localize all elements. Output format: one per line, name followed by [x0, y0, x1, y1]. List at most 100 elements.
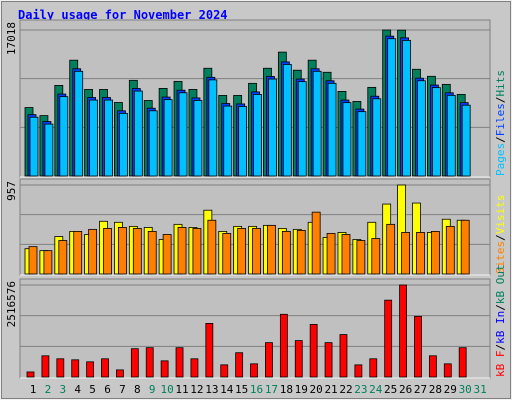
x-tick-label: 28 — [429, 383, 442, 396]
y-tick-label: 957 — [5, 181, 18, 201]
bar — [414, 315, 422, 378]
bar — [103, 228, 112, 275]
bar — [356, 240, 366, 275]
x-tick-label: 10 — [161, 383, 174, 396]
bar — [387, 38, 397, 177]
bar — [357, 111, 367, 177]
bar — [445, 225, 455, 275]
bar — [399, 284, 407, 378]
legend-entry: Pages — [494, 143, 507, 176]
bar — [193, 100, 203, 177]
bar — [133, 90, 143, 177]
bar — [145, 347, 154, 378]
x-tick-label: 19 — [295, 383, 308, 396]
bar — [28, 246, 38, 275]
bar — [461, 104, 471, 177]
bar — [252, 228, 261, 275]
x-tick-label: 12 — [190, 383, 203, 396]
x-tick-label: 31 — [473, 383, 486, 396]
x-tick-label: 21 — [324, 383, 337, 396]
y-tick-label: 2516576 — [5, 281, 18, 327]
bar — [163, 99, 173, 177]
bar — [309, 324, 318, 378]
x-tick-label: 29 — [444, 383, 457, 396]
bar — [268, 78, 277, 177]
bar — [281, 231, 291, 275]
bar — [237, 228, 247, 275]
x-tick-label: 26 — [399, 383, 412, 396]
chart-title: Daily usage for November 2024 — [18, 8, 228, 22]
bar — [74, 70, 84, 177]
bar — [401, 232, 410, 275]
bar — [175, 347, 184, 378]
legend: Pages/Files/Hits — [494, 70, 507, 176]
legend-entry: Sites — [494, 241, 507, 274]
legend-separator: / — [494, 97, 507, 104]
x-tick-label: 17 — [265, 383, 278, 396]
x-tick-label: 13 — [205, 383, 218, 396]
bar — [177, 227, 187, 275]
x-tick-label: 15 — [235, 383, 248, 396]
x-tick-label: 11 — [175, 383, 188, 396]
bar — [402, 40, 411, 177]
bar — [238, 106, 248, 177]
x-tick-label: 1 — [30, 383, 37, 396]
bar — [265, 342, 273, 378]
bar — [267, 224, 276, 275]
bar — [58, 240, 68, 275]
x-tick-label: 18 — [280, 383, 293, 396]
bar — [446, 94, 456, 177]
plot-area — [19, 278, 491, 379]
bar — [386, 223, 396, 275]
legend-separator: / — [494, 136, 507, 143]
bar — [116, 369, 124, 378]
bar — [417, 80, 426, 177]
bar — [235, 352, 244, 378]
x-tick-label: 2 — [45, 383, 52, 396]
bar — [296, 229, 306, 275]
bar — [132, 228, 142, 275]
bar — [162, 234, 172, 275]
bar — [430, 231, 440, 275]
x-tick-label: 5 — [89, 383, 96, 396]
bar — [354, 364, 363, 378]
bar — [41, 355, 50, 378]
legend-entry: kB Out — [494, 264, 507, 304]
x-tick-label: 20 — [310, 383, 323, 396]
x-tick-label: 24 — [369, 383, 383, 396]
y-tick-label: 17018 — [5, 22, 18, 55]
x-tick-label: 4 — [74, 383, 81, 396]
bar — [223, 105, 233, 177]
bar — [44, 123, 54, 177]
bar — [250, 363, 258, 378]
bar — [88, 228, 98, 275]
bar — [104, 99, 113, 177]
bar — [222, 233, 232, 275]
bar — [443, 363, 452, 378]
bar — [86, 361, 95, 378]
bar — [148, 110, 158, 177]
x-tick-label: 6 — [104, 383, 111, 396]
bar — [147, 231, 157, 275]
bar — [56, 358, 65, 378]
bar — [89, 99, 99, 177]
x-tick-label: 27 — [414, 383, 427, 396]
bar — [253, 94, 262, 177]
bar — [160, 360, 169, 378]
bar — [130, 348, 139, 378]
x-tick-label: 23 — [354, 383, 367, 396]
legend: Sites/Visits — [494, 195, 507, 275]
bar — [324, 342, 333, 378]
x-tick-label: 9 — [149, 383, 156, 396]
bar — [327, 82, 337, 177]
x-tick-label: 30 — [459, 383, 472, 396]
bar — [339, 334, 348, 378]
bar — [294, 340, 303, 378]
bar — [207, 219, 217, 275]
bar — [342, 102, 352, 177]
bar — [460, 219, 470, 275]
x-tick-label: 25 — [384, 383, 397, 396]
bar — [458, 347, 467, 378]
bar — [369, 358, 378, 378]
